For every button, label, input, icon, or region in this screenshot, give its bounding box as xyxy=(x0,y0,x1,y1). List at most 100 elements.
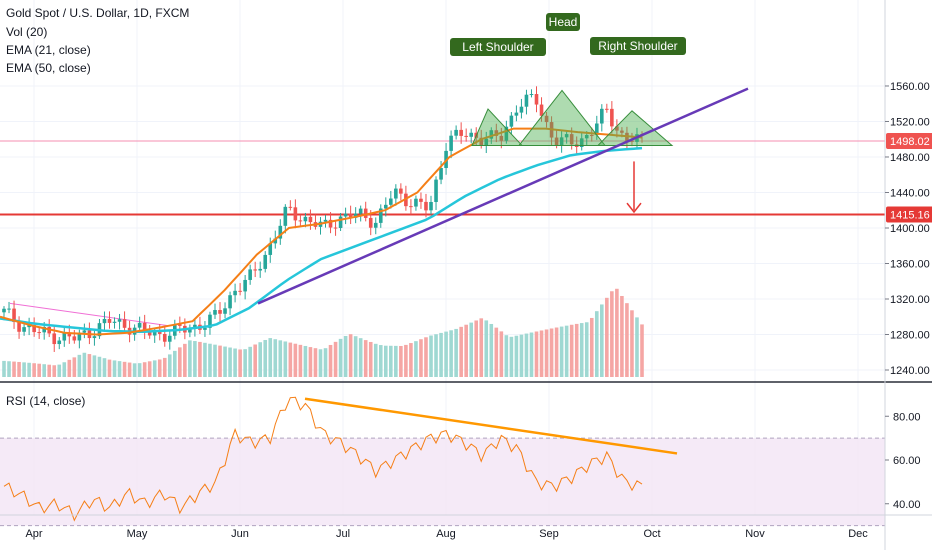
candle-body xyxy=(529,94,534,96)
volume-bar xyxy=(338,338,343,377)
candle-body xyxy=(484,138,489,146)
volume-bar xyxy=(625,303,629,377)
price-tick-label: 1360.00 xyxy=(890,258,930,270)
candle-body xyxy=(248,269,252,280)
candle-body xyxy=(17,322,21,332)
volume-bar xyxy=(7,361,11,377)
candle-body xyxy=(429,201,433,211)
volume-bar xyxy=(464,324,468,377)
volume-bar xyxy=(620,295,624,377)
candle-body xyxy=(504,126,509,141)
candle-body xyxy=(288,206,293,208)
candle-body xyxy=(57,340,62,345)
volume-bar xyxy=(117,361,122,377)
annotation-head-text: Head xyxy=(549,15,578,29)
support-price-tag: 1415.16 xyxy=(886,206,932,223)
candle-body xyxy=(167,335,172,342)
head-shoulders-pattern xyxy=(471,89,674,146)
time-tick-label: Aug xyxy=(436,528,456,540)
volume-bar xyxy=(559,326,564,377)
candle-body xyxy=(303,216,308,222)
volume-bar xyxy=(127,362,132,377)
volume-bar xyxy=(419,339,423,377)
annotation-right-shoulder-text: Right Shoulder xyxy=(598,39,677,53)
candle-body xyxy=(178,324,182,326)
candle-body xyxy=(27,325,31,328)
price-axis[interactable]: 1560.00 1520.00 1480.00 1440.00 1400.00 1360.… xyxy=(885,81,930,377)
volume-bar xyxy=(213,344,217,377)
support-price-label: 1415.16 xyxy=(890,210,930,222)
candle-body xyxy=(424,201,428,211)
candle-body xyxy=(348,213,353,218)
candle-body xyxy=(273,238,278,244)
candle-body xyxy=(499,135,504,141)
early-downtrend-line xyxy=(9,302,169,327)
volume-bar xyxy=(469,322,473,377)
volume-bar xyxy=(67,359,72,377)
candle-body xyxy=(333,227,338,229)
candle-body xyxy=(358,208,363,214)
candle-body xyxy=(52,333,57,345)
rsi-axis[interactable]: 80.00 60.00 40.00 xyxy=(885,411,921,511)
rsi-legend[interactable]: RSI (14, close) xyxy=(6,394,86,408)
volume-bar xyxy=(27,362,31,377)
volume-bar xyxy=(479,318,484,377)
candle-body xyxy=(544,115,549,123)
volume-bar xyxy=(459,326,463,377)
volume-bar xyxy=(424,337,428,377)
volume-bar xyxy=(2,360,6,377)
volume-bar xyxy=(383,345,388,377)
volume-bar xyxy=(32,363,36,377)
volume-bar xyxy=(183,343,187,377)
candle-body xyxy=(594,123,599,136)
volume-bar xyxy=(77,354,82,377)
volume-bar xyxy=(278,340,283,377)
legend-volume[interactable]: Vol (20) xyxy=(6,25,48,39)
volume-bar xyxy=(162,357,167,377)
arrow-head xyxy=(626,202,642,214)
volume-bar xyxy=(188,340,192,377)
candle-body xyxy=(409,206,413,208)
time-tick-label: Oct xyxy=(643,528,660,540)
candle-body xyxy=(308,216,313,223)
volume-bar xyxy=(499,331,504,377)
legend-ema50[interactable]: EMA (50, close) xyxy=(6,61,91,75)
candle-body xyxy=(373,222,378,228)
candle-body xyxy=(238,290,242,292)
volume-bar xyxy=(610,291,614,377)
time-axis[interactable]: Apr May Jun Jul Aug Sep Oct Nov Dec xyxy=(25,528,868,540)
legend-ema21[interactable]: EMA (21, close) xyxy=(6,43,91,57)
volume-bar xyxy=(263,339,268,377)
volume-bar xyxy=(47,364,52,377)
ema21-line xyxy=(0,127,643,336)
candle-body xyxy=(620,130,624,133)
volume-bar xyxy=(589,317,594,377)
candle-body xyxy=(157,331,162,334)
volume-bar xyxy=(208,343,212,377)
candle-body xyxy=(559,137,564,146)
candle-body xyxy=(278,225,283,239)
time-tick-label: Nov xyxy=(745,528,765,540)
rsi-trendline xyxy=(304,397,678,455)
volume-bar xyxy=(313,348,318,377)
uptrend-line-stroke xyxy=(257,87,749,305)
volume-bar xyxy=(368,341,373,377)
volume-bar xyxy=(409,343,413,377)
ema50-line xyxy=(0,146,643,333)
volume-bar xyxy=(122,361,127,377)
volume-bar xyxy=(323,348,328,377)
symbol-title[interactable]: Gold Spot / U.S. Dollar, 1D, FXCM xyxy=(6,6,190,20)
candle-body xyxy=(122,319,127,328)
candle-body xyxy=(464,135,468,137)
candle-body xyxy=(32,325,36,333)
candle-body xyxy=(193,324,197,329)
volume-bar xyxy=(494,327,499,377)
candle-body xyxy=(62,332,67,341)
pink-downtrend-stroke xyxy=(9,302,169,327)
volume-bar xyxy=(268,338,273,377)
candle-body xyxy=(469,132,473,137)
candle-body xyxy=(615,126,619,131)
candle-body xyxy=(228,295,232,309)
